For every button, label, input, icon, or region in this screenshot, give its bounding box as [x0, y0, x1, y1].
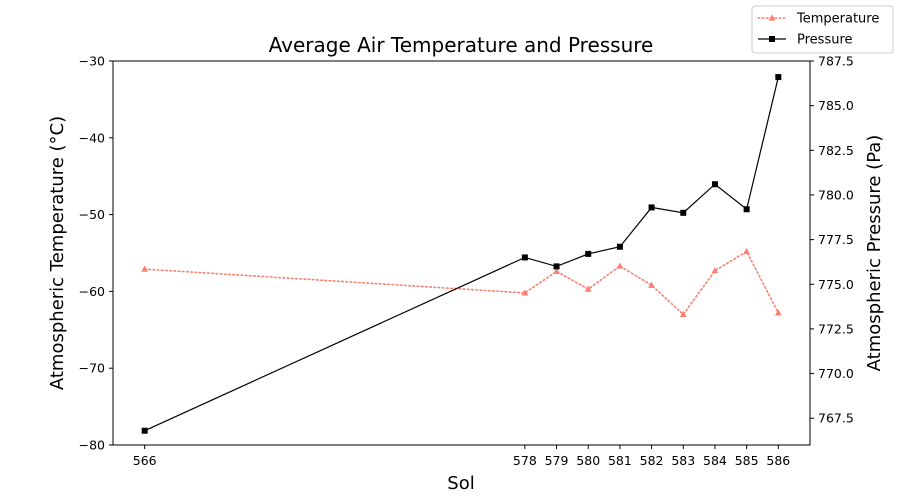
legend-label-pressure: Pressure — [797, 33, 853, 48]
pressure-point — [553, 263, 560, 270]
legend-item-temperature: Temperature — [757, 12, 879, 27]
temperature-point — [743, 247, 751, 255]
pressure-point — [711, 181, 718, 188]
x-tick-label: 583 — [671, 453, 695, 468]
left-y-tick-label: −50 — [79, 207, 105, 222]
right-y-tick-label: 770.0 — [818, 366, 854, 381]
pressure-point — [141, 427, 148, 434]
pressure-point — [680, 209, 687, 216]
x-tick-label: 586 — [766, 453, 790, 468]
temperature-point — [774, 309, 782, 316]
right-y-tick-label: 775.0 — [818, 277, 854, 292]
right-y-tick-label: 782.5 — [818, 143, 854, 158]
right-y-tick-label: 767.5 — [818, 411, 854, 426]
x-tick-label: 581 — [608, 453, 632, 468]
legend-marker-pressure — [769, 36, 775, 42]
legend-box — [751, 5, 894, 54]
temperature-point — [679, 310, 687, 318]
temperature-point — [521, 289, 529, 296]
legend-marker-temperature — [768, 14, 776, 21]
chart-title: Average Air Temperature and Pressure — [269, 33, 654, 57]
right-y-tick-label: 787.5 — [818, 54, 854, 69]
temperature-point — [711, 267, 719, 274]
pressure-point — [743, 206, 750, 213]
x-axis-title: Sol — [447, 473, 474, 494]
left-y-axis-ticks: −80 −70 −60 −50 −40 −30 — [79, 54, 113, 453]
temperature-point — [141, 265, 149, 272]
x-tick-label: 585 — [735, 453, 759, 468]
temperature-point — [584, 285, 592, 292]
x-tick-label: 578 — [513, 453, 537, 468]
right-y-axis-title: Atmospheric Pressure (Pa) — [864, 135, 885, 372]
legend: Temperature Pressure — [751, 5, 894, 54]
plot-area-frame — [112, 60, 811, 446]
legend-item-pressure: Pressure — [758, 33, 853, 48]
pressure-series — [141, 74, 782, 434]
temperature-point — [553, 267, 560, 275]
x-tick-label: 579 — [545, 453, 569, 468]
pressure-line — [144, 76, 779, 432]
pressure-point — [521, 254, 528, 261]
left-y-tick-label: −70 — [79, 361, 105, 376]
left-y-tick-label: −80 — [79, 438, 105, 453]
x-tick-label: 566 — [133, 453, 157, 468]
x-axis-ticks: 566 578 579 580 581 582 583 584 585 586 — [133, 445, 790, 468]
right-y-tick-label: 772.5 — [818, 321, 854, 336]
left-y-tick-label: −30 — [79, 54, 105, 69]
right-y-tick-label: 785.0 — [818, 98, 854, 113]
legend-label-temperature: Temperature — [796, 12, 879, 27]
x-tick-label: 584 — [703, 453, 727, 468]
pressure-point — [616, 243, 623, 250]
pressure-point — [775, 74, 782, 81]
right-y-tick-label: 780.0 — [818, 187, 854, 202]
pressure-point — [648, 204, 655, 211]
left-y-tick-label: −60 — [79, 284, 105, 299]
x-tick-label: 580 — [576, 453, 600, 468]
temperature-point — [648, 281, 655, 288]
temperature-series — [141, 247, 782, 318]
temperature-point — [616, 262, 624, 269]
series-layer — [141, 74, 782, 434]
left-y-tick-label: −40 — [79, 130, 105, 145]
temperature-line — [143, 250, 780, 316]
pressure-point — [585, 250, 592, 257]
right-y-tick-label: 777.5 — [818, 232, 854, 247]
right-y-axis-ticks: 767.5 770.0 772.5 775.0 777.5 780.0 782.5 785.0… — [810, 54, 854, 426]
x-tick-label: 582 — [640, 453, 664, 468]
left-y-axis-title: Atmospheric Temperature (°C) — [47, 116, 68, 390]
